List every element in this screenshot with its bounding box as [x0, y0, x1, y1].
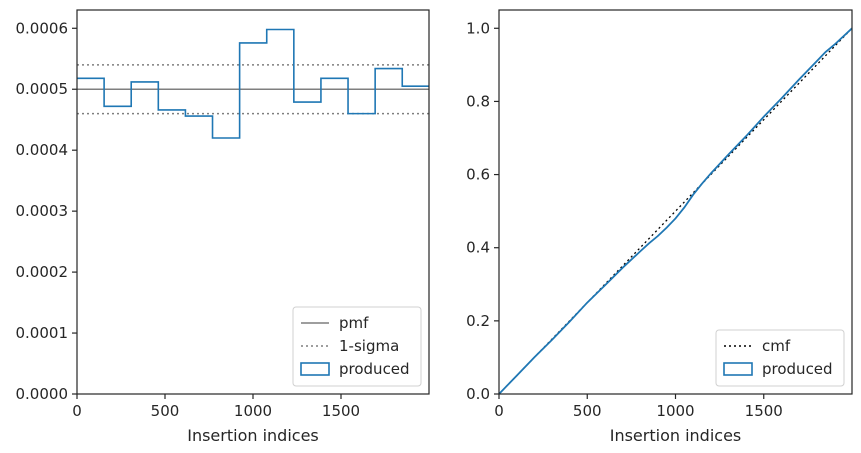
y-tick-label: 0.0001 — [16, 324, 69, 342]
produced-series — [77, 28, 429, 139]
y-tick-label: 0.8 — [466, 92, 490, 110]
legend-label: pmf — [339, 314, 369, 332]
x-tick-label: 0 — [494, 402, 504, 420]
x-axis-label: Insertion indices — [187, 426, 319, 445]
y-tick-label: 0.4 — [466, 239, 490, 257]
legend-box — [292, 306, 422, 387]
x-tick-label: 500 — [151, 402, 180, 420]
produced-series — [498, 27, 853, 395]
legend-box — [715, 329, 845, 387]
y-tick-label: 0.0002 — [16, 263, 69, 281]
legend-label: produced — [339, 360, 410, 378]
legend-label: cmf — [762, 337, 791, 355]
legend-label: produced — [762, 360, 833, 378]
y-tick-label: 0.0005 — [16, 80, 69, 98]
y-tick-label: 0.0006 — [16, 19, 69, 37]
y-tick-label: 0.0000 — [16, 385, 69, 403]
y-tick-label: 0.0003 — [16, 202, 69, 220]
x-tick-label: 1000 — [656, 402, 694, 420]
y-tick-label: 0.2 — [466, 312, 490, 330]
chart-2 — [494, 9, 853, 399]
legend-label: 1-sigma — [339, 337, 399, 355]
x-tick-label: 0 — [72, 402, 82, 420]
y-tick-label: 0.0 — [466, 385, 490, 403]
x-tick-label: 1500 — [745, 402, 783, 420]
x-axis-label: Insertion indices — [610, 426, 742, 445]
y-tick-label: 0.6 — [466, 166, 490, 184]
x-tick-label: 500 — [573, 402, 602, 420]
legend-swatch-produced — [300, 362, 330, 376]
legend-swatch-produced — [723, 362, 753, 376]
x-tick-label: 1500 — [322, 402, 360, 420]
x-tick-label: 1000 — [234, 402, 272, 420]
chart-1 — [72, 9, 430, 399]
y-tick-label: 0.0004 — [16, 141, 69, 159]
y-tick-label: 1.0 — [466, 19, 490, 37]
